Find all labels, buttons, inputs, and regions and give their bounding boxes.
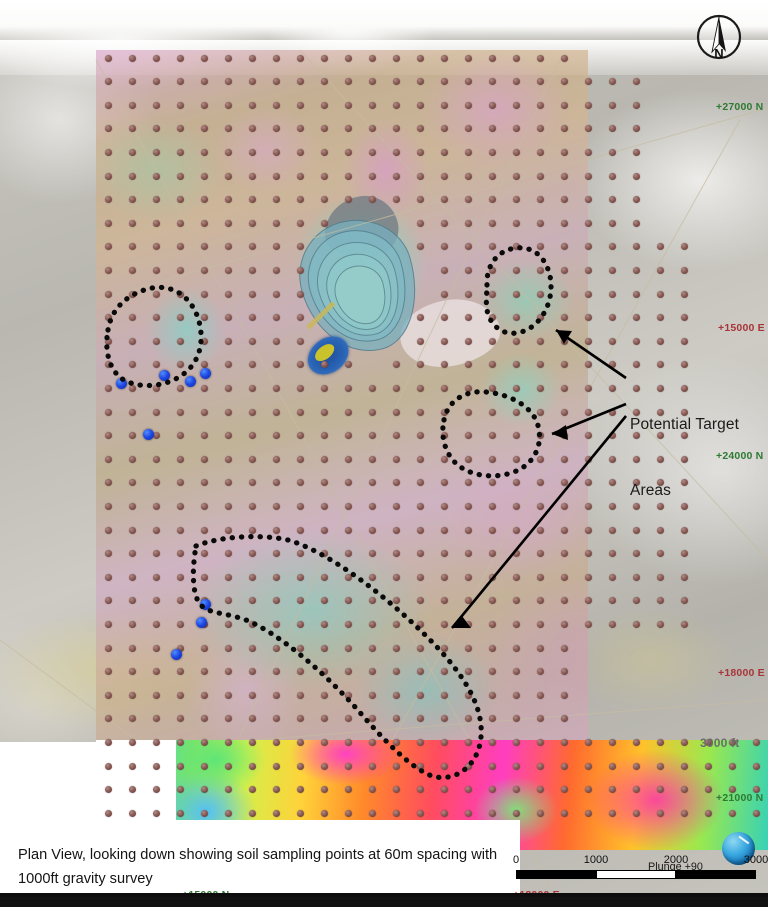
potential-target-label-line1: Potential Target	[630, 416, 740, 433]
caption-background	[0, 820, 520, 907]
figure-caption: Plan View, looking down showing soil sam…	[18, 843, 538, 891]
coordinate-label-1: +15000 E	[718, 322, 765, 334]
potential-target-label-line2: Areas	[630, 482, 671, 499]
scale-tick-1000: 1000	[583, 854, 609, 866]
figure-caption-line2: 1000ft gravity survey	[18, 871, 153, 887]
scale-bar: 0 1000 2000 3000	[513, 854, 768, 879]
coordinate-label-4: +21000 N	[716, 792, 764, 804]
coordinate-label-2: +24000 N	[716, 450, 764, 462]
scale-tick-2000: 2000	[663, 854, 689, 866]
coordinate-label-0: +27000 N	[716, 101, 764, 113]
footer-bar	[0, 897, 768, 907]
north-arrow-label: N	[714, 46, 723, 61]
north-arrow: N	[693, 12, 747, 66]
north-arrow-icon: N	[696, 14, 742, 61]
top-white-band	[0, 0, 768, 42]
scale-segment-2	[596, 870, 676, 879]
scale-tick-0: 0	[512, 854, 520, 866]
gravity-raster-main	[96, 50, 588, 740]
orientation-sphere-icon	[722, 832, 755, 865]
figure-caption-line1: Plan View, looking down showing soil sam…	[18, 847, 498, 863]
footer-rule	[0, 893, 768, 897]
coordinate-label-3: +18000 E	[718, 667, 765, 679]
scale-segment-3	[676, 870, 756, 879]
grid-distance-label: 3000 ft	[700, 736, 740, 750]
potential-target-label: Potential Target Areas	[630, 370, 739, 546]
scale-tick-3000: 3000	[743, 854, 768, 866]
scale-segment-1	[516, 870, 596, 879]
